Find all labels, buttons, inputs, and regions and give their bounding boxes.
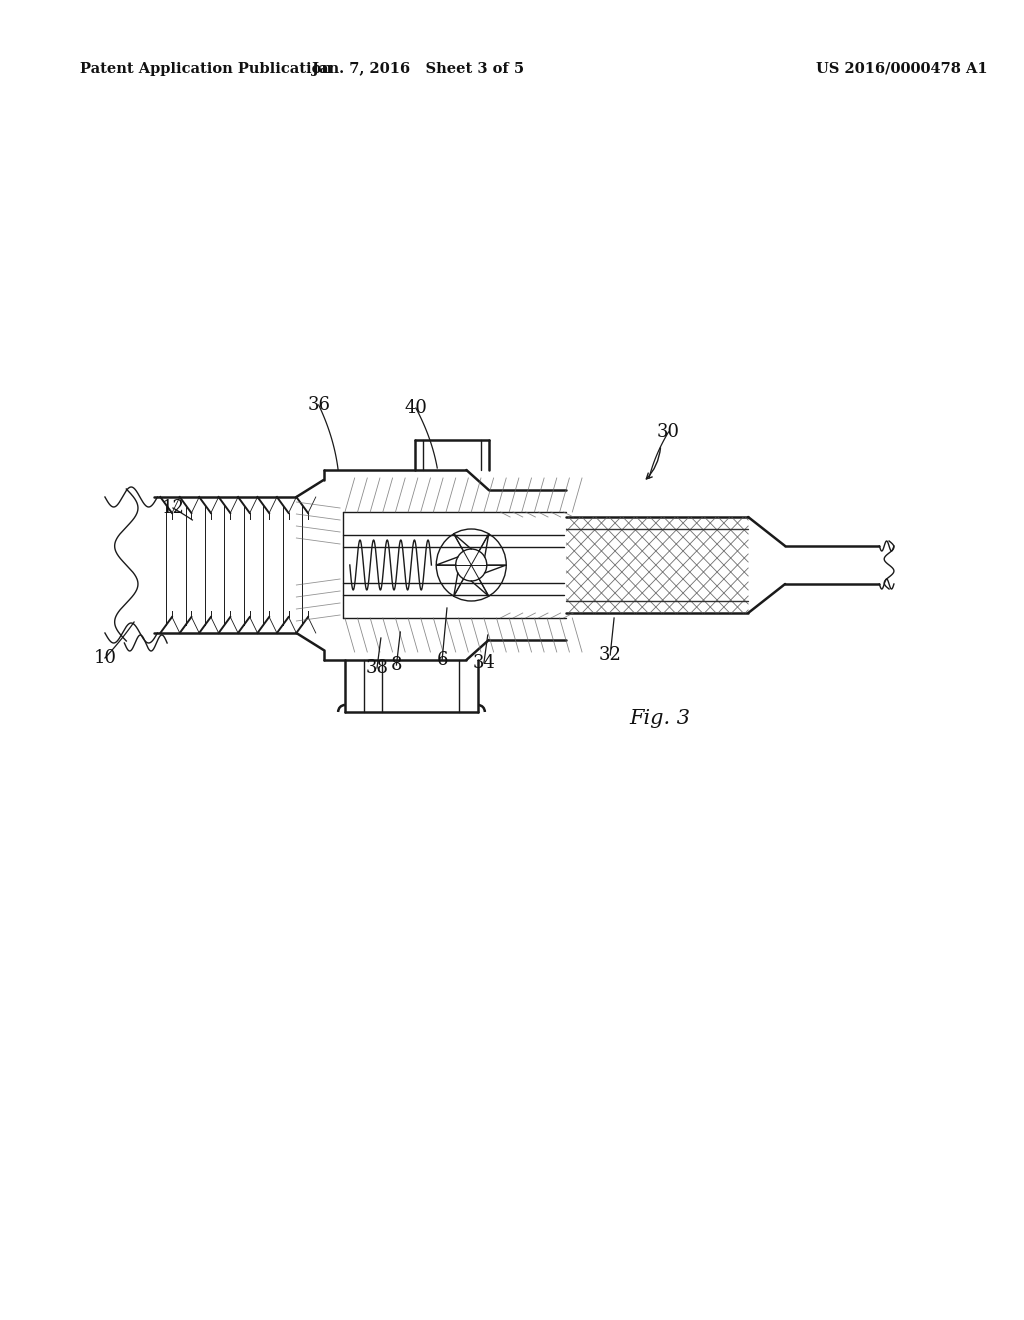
Text: 12: 12 [162, 499, 184, 517]
Text: Jan. 7, 2016   Sheet 3 of 5: Jan. 7, 2016 Sheet 3 of 5 [311, 62, 524, 77]
Text: 34: 34 [472, 653, 496, 672]
Text: Fig. 3: Fig. 3 [630, 709, 690, 727]
Text: 40: 40 [404, 399, 427, 417]
Text: Patent Application Publication: Patent Application Publication [80, 62, 332, 77]
Text: US 2016/0000478 A1: US 2016/0000478 A1 [816, 62, 988, 77]
Text: 6: 6 [436, 651, 447, 669]
Text: 32: 32 [599, 645, 622, 664]
Text: 8: 8 [391, 656, 402, 675]
Text: 30: 30 [657, 422, 680, 441]
Text: 10: 10 [93, 649, 117, 667]
Text: 38: 38 [366, 659, 388, 677]
Text: 36: 36 [307, 396, 330, 414]
